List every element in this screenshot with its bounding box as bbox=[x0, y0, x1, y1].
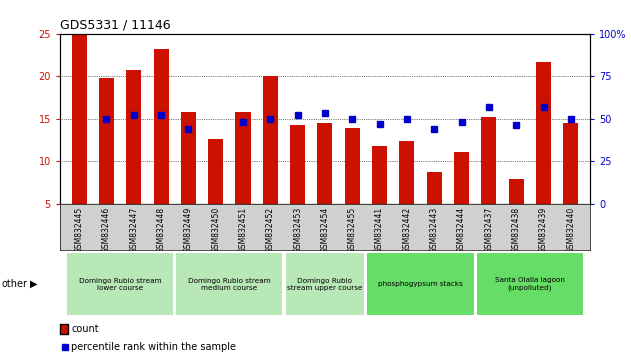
Bar bbox=[481, 117, 497, 204]
Text: GSM832450: GSM832450 bbox=[211, 207, 220, 253]
Bar bbox=[208, 139, 223, 204]
Text: GSM832441: GSM832441 bbox=[375, 207, 384, 253]
Bar bbox=[153, 49, 168, 204]
Bar bbox=[235, 112, 251, 204]
FancyBboxPatch shape bbox=[66, 252, 174, 316]
Text: Santa Olalla lagoon
(unpolluted): Santa Olalla lagoon (unpolluted) bbox=[495, 277, 565, 291]
Text: Domingo Rubio stream
lower course: Domingo Rubio stream lower course bbox=[79, 278, 162, 291]
Bar bbox=[427, 172, 442, 204]
Text: GSM832444: GSM832444 bbox=[457, 207, 466, 253]
Text: Domingo Rubio
stream upper course: Domingo Rubio stream upper course bbox=[287, 278, 363, 291]
Bar bbox=[290, 125, 305, 204]
Bar bbox=[509, 179, 524, 204]
Text: count: count bbox=[71, 324, 99, 334]
Text: GSM832440: GSM832440 bbox=[567, 207, 575, 253]
Text: GSM832454: GSM832454 bbox=[321, 207, 329, 253]
Text: GSM832455: GSM832455 bbox=[348, 207, 357, 253]
Bar bbox=[345, 128, 360, 204]
Text: GSM832437: GSM832437 bbox=[485, 207, 493, 253]
FancyBboxPatch shape bbox=[367, 252, 475, 316]
Bar bbox=[563, 123, 579, 204]
FancyBboxPatch shape bbox=[175, 252, 283, 316]
Bar bbox=[372, 146, 387, 204]
Text: GSM832452: GSM832452 bbox=[266, 207, 275, 253]
Bar bbox=[317, 123, 333, 204]
FancyBboxPatch shape bbox=[285, 252, 365, 316]
Text: other: other bbox=[1, 279, 27, 289]
Text: ▶: ▶ bbox=[30, 279, 38, 289]
Text: GSM832448: GSM832448 bbox=[156, 207, 165, 253]
Text: GSM832453: GSM832453 bbox=[293, 207, 302, 253]
Bar bbox=[399, 141, 415, 204]
Text: GSM832443: GSM832443 bbox=[430, 207, 439, 253]
Text: GSM832442: GSM832442 bbox=[403, 207, 411, 253]
Text: phosphogypsum stacks: phosphogypsum stacks bbox=[378, 281, 463, 287]
Text: Domingo Rubio stream
medium course: Domingo Rubio stream medium course bbox=[188, 278, 271, 291]
Bar bbox=[99, 78, 114, 204]
Text: GSM832446: GSM832446 bbox=[102, 207, 111, 253]
Text: GSM832449: GSM832449 bbox=[184, 207, 193, 253]
Text: GSM832451: GSM832451 bbox=[239, 207, 247, 253]
Bar bbox=[536, 62, 551, 204]
Bar bbox=[454, 152, 469, 204]
FancyBboxPatch shape bbox=[476, 252, 584, 316]
Text: GDS5331 / 11146: GDS5331 / 11146 bbox=[60, 19, 170, 32]
Bar bbox=[181, 112, 196, 204]
Text: GSM832439: GSM832439 bbox=[539, 207, 548, 253]
Text: GSM832445: GSM832445 bbox=[74, 207, 83, 253]
Bar bbox=[262, 76, 278, 204]
Bar bbox=[71, 35, 86, 204]
Text: GSM832447: GSM832447 bbox=[129, 207, 138, 253]
Bar bbox=[126, 70, 141, 204]
Text: GSM832438: GSM832438 bbox=[512, 207, 521, 253]
Text: percentile rank within the sample: percentile rank within the sample bbox=[71, 342, 236, 352]
